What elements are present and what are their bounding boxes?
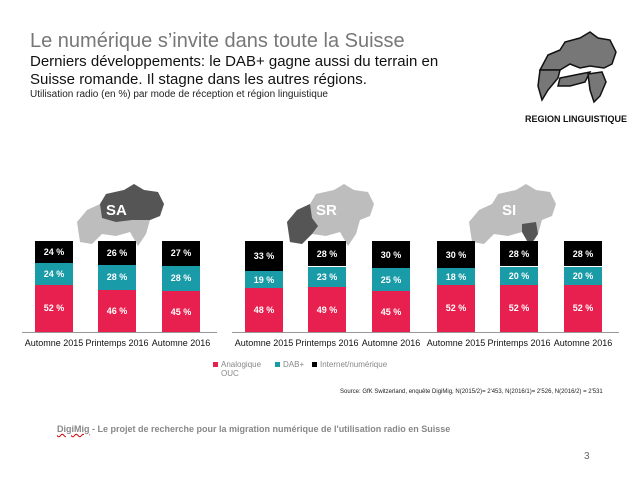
region-name: SI [502, 202, 517, 219]
page-number: 3 [584, 451, 590, 462]
legend-label-internet: Internet/numérique [320, 360, 388, 369]
x-tick-label: Printemps 2016 [487, 338, 551, 348]
bar-segment-analog: 45 % [162, 291, 200, 332]
bar-segment-internet: 27 % [162, 241, 200, 266]
legend-item-dab: DAB+ [275, 360, 304, 369]
bar-segment-internet: 30 % [372, 241, 410, 269]
region-name: SA [106, 202, 127, 219]
bar-segment-analog: 48 % [245, 288, 283, 332]
footer-text: - Le projet de recherche pour la migrati… [89, 424, 451, 434]
bar-segment-internet: 24 % [35, 241, 73, 263]
bar-segment-dab: 25 % [372, 268, 410, 292]
legend-item-internet: Internet/numérique [312, 360, 387, 369]
stacked-bar: 52 % 18 % 30 % [437, 241, 475, 332]
bar-segment-analog: 52 % [500, 284, 538, 332]
stacked-bar: 46 % 28 % 26 % [98, 241, 136, 332]
map-highlighted-region [100, 184, 164, 222]
stacked-bar: 52 % 24 % 24 % [35, 241, 73, 332]
bar-segment-internet: 28 % [564, 241, 602, 267]
stacked-bar: 49 % 23 % 28 % [308, 241, 346, 332]
bar-segment-dab: 28 % [98, 264, 136, 291]
chart-sr: SR 48 % 19 % 33 % Automne 2015 49 % 23 % 28 % Pr… [232, 170, 427, 360]
chart-description: Utilisation radio (en %) par mode de réc… [30, 89, 328, 100]
legend-swatch-dab [275, 362, 280, 368]
source-note: Source: GfK Switzerland, enquête DigiMig… [340, 389, 603, 395]
switzerland-map-icon [469, 184, 556, 246]
stacked-bar: 45 % 28 % 27 % [162, 241, 200, 332]
switzerland-region-map-icon [537, 31, 617, 104]
map-highlighted-region [287, 204, 318, 244]
bar-segment-analog: 46 % [98, 290, 136, 332]
region-name: SR [316, 202, 337, 219]
stacked-bar: 52 % 20 % 28 % [500, 241, 538, 332]
bar-segment-analog: 52 % [437, 284, 475, 332]
x-tick-label: Automne 2015 [426, 338, 486, 348]
map-highlighted-region [522, 222, 538, 246]
stacked-bar: 52 % 20 % 28 % [564, 241, 602, 332]
bar-segment-internet: 26 % [98, 241, 136, 265]
chart-sa: SA 52 % 24 % 24 % Automne 2015 46 % 28 % 26 % Pr… [22, 170, 217, 360]
x-axis [22, 332, 217, 333]
x-axis [232, 332, 427, 333]
bar-segment-dab: 19 % [245, 271, 283, 289]
bar-segment-internet: 33 % [245, 241, 283, 272]
x-tick-label: Automne 2015 [24, 338, 84, 348]
x-tick-label: Automne 2016 [361, 338, 421, 348]
x-tick-label: Automne 2015 [234, 338, 294, 348]
bar-segment-dab: 20 % [500, 266, 538, 285]
bar-segment-internet: 30 % [437, 241, 475, 269]
legend-label-dab: DAB+ [283, 360, 305, 369]
bar-segment-dab: 24 % [35, 262, 73, 285]
bar-segment-analog: 52 % [564, 284, 602, 332]
x-tick-label: Automne 2016 [553, 338, 613, 348]
bar-segment-dab: 23 % [308, 266, 346, 288]
chart-si: SI 52 % 18 % 30 % Automne 2015 52 % 20 % 28 % Pr… [424, 170, 619, 360]
x-tick-label: Printemps 2016 [85, 338, 149, 348]
region-label: REGION LINGUISTIQUE [525, 114, 628, 124]
bar-segment-analog: 49 % [308, 287, 346, 332]
legend-swatch-analog [213, 362, 218, 368]
legend-label-analog: Analogique OUC [221, 360, 262, 378]
legend-item-analog: Analogique OUC [213, 360, 263, 378]
x-axis [424, 332, 619, 333]
footer-brand: DigiMig [57, 424, 90, 434]
stacked-bar: 45 % 25 % 30 % [372, 241, 410, 332]
x-tick-label: Automne 2016 [151, 338, 211, 348]
bar-segment-dab: 18 % [437, 268, 475, 285]
switzerland-map-icon [287, 184, 374, 246]
x-tick-label: Printemps 2016 [295, 338, 359, 348]
footer: DigiMig - Le projet de recherche pour la… [57, 424, 450, 434]
switzerland-map-icon [77, 184, 164, 246]
bar-segment-internet: 28 % [500, 241, 538, 267]
page-subtitle: Derniers développements: le DAB+ gagne a… [30, 53, 439, 88]
bar-segment-analog: 52 % [35, 284, 73, 332]
bar-segment-dab: 28 % [162, 265, 200, 292]
legend-swatch-internet [312, 362, 317, 368]
bar-segment-internet: 28 % [308, 241, 346, 267]
bar-segment-analog: 45 % [372, 291, 410, 332]
stacked-bar: 48 % 19 % 33 % [245, 241, 283, 332]
page-title: Le numérique s’invite dans toute la Suis… [30, 30, 405, 52]
bar-segment-dab: 20 % [564, 266, 602, 285]
